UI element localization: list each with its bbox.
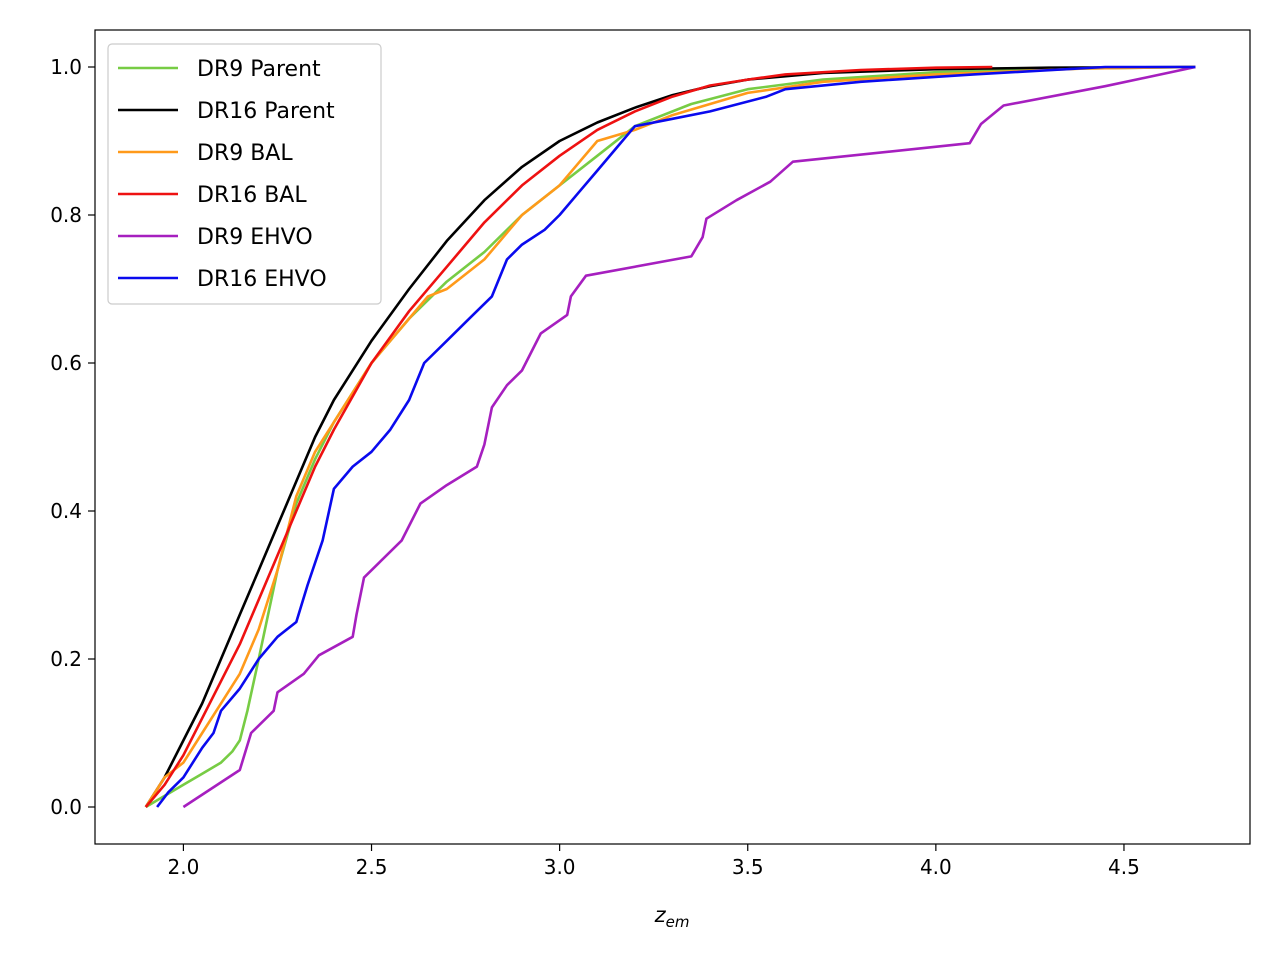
series-line-3 (144, 65, 1196, 808)
legend-label: DR9 BAL (197, 141, 293, 166)
legend-label: DR9 EHVO (197, 225, 313, 250)
x-tick-label: 4.5 (1108, 855, 1140, 879)
x-axis: 2.0 2.5 3.0 3.5 4.0 4.5 (168, 844, 1140, 879)
x-axis-label-subscript: em (666, 913, 690, 931)
y-tick-label: 0.6 (50, 351, 82, 375)
series-line-4 (144, 65, 993, 808)
x-tick-label: 2.0 (168, 855, 200, 879)
legend-label: DR9 Parent (197, 57, 321, 82)
series-line-6 (156, 65, 1196, 808)
legend-label: DR16 Parent (197, 99, 335, 124)
legend: DR9 Parent DR16 Parent DR9 BAL DR16 BAL DR9 … (107, 43, 382, 305)
x-tick-label: 3.0 (544, 855, 576, 879)
x-tick-label: 4.0 (920, 855, 952, 879)
series-layer (144, 65, 1196, 809)
y-tick-label: 0.8 (50, 203, 82, 227)
legend-label: DR16 EHVO (197, 267, 327, 292)
x-axis-label: zem (654, 903, 690, 931)
x-tick-label: 2.5 (356, 855, 388, 879)
y-tick-label: 0.2 (50, 647, 82, 671)
y-tick-label: 1.0 (50, 55, 82, 79)
legend-box (107, 43, 382, 305)
series-line-5 (182, 65, 1196, 809)
legend-label: DR16 BAL (197, 183, 307, 208)
y-axis: 0.0 0.2 0.4 0.6 0.8 1.0 (50, 55, 95, 819)
plot-frame (94, 29, 1251, 845)
y-tick-label: 0.0 (50, 795, 82, 819)
x-tick-label: 3.5 (732, 855, 764, 879)
y-tick-label: 0.4 (50, 499, 82, 523)
